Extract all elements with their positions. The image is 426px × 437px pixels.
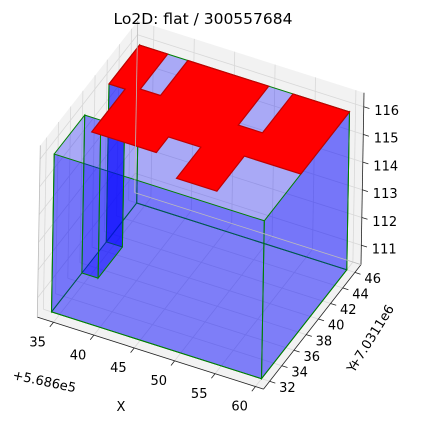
z-tick-label: 115 bbox=[374, 132, 399, 147]
x-axis-line bbox=[37, 316, 264, 390]
y-tick bbox=[354, 272, 361, 275]
chart-title: Lo2D: flat / 300557684 bbox=[114, 10, 293, 28]
building-wall bbox=[50, 153, 265, 380]
grid-line-y bbox=[103, 59, 108, 232]
x-tick bbox=[49, 321, 54, 328]
grid-line-x bbox=[174, 236, 273, 362]
y-tick bbox=[269, 380, 276, 384]
grid-line-z bbox=[37, 172, 136, 298]
grid-line-y bbox=[55, 121, 59, 294]
x-tick-label: 60 bbox=[231, 400, 248, 415]
building-solid bbox=[50, 43, 351, 381]
grid-line-y bbox=[67, 106, 72, 279]
y-tick-label: 40 bbox=[328, 319, 345, 334]
left-wall-pane bbox=[37, 20, 138, 318]
building-wall-inner bbox=[81, 114, 102, 279]
y-tick-label: 36 bbox=[304, 350, 321, 365]
grid-line-z bbox=[37, 145, 136, 271]
x-tick-label: 40 bbox=[70, 348, 87, 363]
grid-line-y bbox=[116, 215, 343, 289]
z-tick bbox=[361, 244, 368, 248]
z-axis-line bbox=[360, 92, 365, 265]
y-axis-line bbox=[263, 264, 362, 390]
grid-line-y bbox=[91, 75, 96, 248]
grid-line-z bbox=[39, 34, 138, 160]
grid-line-z bbox=[135, 145, 362, 218]
x-axis-label: X bbox=[117, 400, 126, 415]
y-tick bbox=[318, 318, 325, 322]
y-tick-label: 34 bbox=[291, 365, 308, 380]
y-tick-label: 38 bbox=[316, 334, 333, 349]
y-tick-label: 42 bbox=[340, 303, 357, 318]
grid-line-y bbox=[79, 262, 307, 335]
pane-edge bbox=[134, 20, 139, 193]
tick-marks bbox=[49, 106, 370, 392]
grid-line-y bbox=[55, 293, 282, 367]
z-tick bbox=[363, 106, 370, 109]
grid-line-y bbox=[104, 231, 331, 304]
pane-edge bbox=[36, 145, 41, 318]
x-tick bbox=[89, 334, 95, 341]
grid-line-y bbox=[91, 246, 319, 320]
y-tick-label: 46 bbox=[364, 272, 381, 287]
z-tick-label: 116 bbox=[374, 104, 399, 119]
x-tick-label: 50 bbox=[151, 374, 168, 389]
grid-line-x bbox=[214, 248, 313, 374]
z-tick bbox=[362, 161, 369, 165]
grid-line-z bbox=[137, 34, 364, 108]
y-tick-label: 44 bbox=[352, 288, 369, 303]
grid-line-y bbox=[67, 277, 295, 351]
z-tick bbox=[361, 217, 368, 220]
grid-line-x bbox=[352, 90, 357, 263]
z-tick bbox=[362, 189, 369, 192]
z-tick-label: 114 bbox=[373, 159, 398, 174]
axis-lines bbox=[36, 20, 365, 390]
z-tick bbox=[363, 134, 370, 137]
x-tick-label: 35 bbox=[29, 336, 46, 351]
grid-line-x bbox=[133, 223, 233, 349]
y-tick bbox=[293, 349, 300, 353]
pane-edge bbox=[134, 192, 362, 265]
x-tick bbox=[130, 347, 135, 353]
x-offset-label: +5.686e5 bbox=[11, 368, 77, 396]
floor-pane bbox=[37, 192, 362, 390]
y-tick-label: 32 bbox=[279, 381, 296, 396]
z-tick-label: 113 bbox=[373, 187, 398, 202]
x-tick bbox=[211, 373, 216, 379]
grid-line-x bbox=[53, 197, 152, 323]
x-tick bbox=[251, 386, 256, 392]
y-tick bbox=[330, 303, 337, 306]
z-tick-label: 112 bbox=[372, 215, 397, 230]
y-tick bbox=[342, 287, 349, 291]
y-tick bbox=[281, 365, 288, 368]
x-tick-label: 55 bbox=[191, 387, 208, 402]
building-roof bbox=[90, 44, 351, 192]
z-tick-label: 111 bbox=[372, 243, 397, 258]
grid-line-y bbox=[43, 137, 47, 310]
grid-line-y bbox=[79, 90, 84, 263]
y-tick bbox=[306, 334, 312, 337]
x-tick bbox=[170, 360, 176, 366]
x-tick-label: 45 bbox=[110, 361, 127, 376]
grid-line-z bbox=[134, 172, 362, 246]
grid-line-x bbox=[93, 210, 192, 336]
